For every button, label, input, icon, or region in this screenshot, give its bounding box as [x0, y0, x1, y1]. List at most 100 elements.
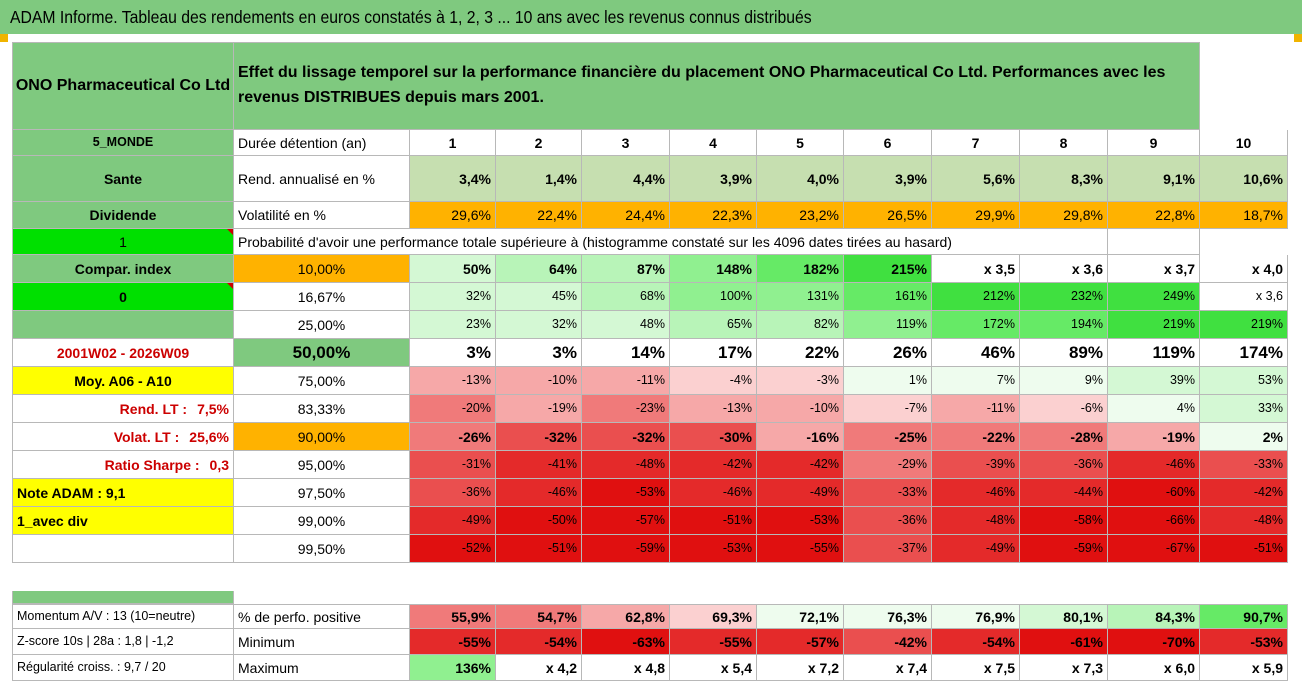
duration-header: 10 — [1200, 130, 1288, 156]
quantile-value: -42% — [757, 451, 844, 479]
positive-performance-value: 84,3% — [1108, 604, 1200, 629]
duration-label: Durée détention (an) — [234, 130, 410, 156]
quantile-value: -32% — [496, 423, 582, 451]
stat-value: 7,5% — [197, 400, 229, 417]
minimum-value: -70% — [1108, 629, 1200, 655]
report-title: ADAM Informe. Tableau des rendements en … — [10, 7, 812, 27]
maximum-value: x 6,0 — [1108, 655, 1200, 681]
minimum-value: -55% — [670, 629, 757, 655]
annual-return-value: 10,6% — [1200, 156, 1288, 202]
positive-performance-value: 69,3% — [670, 604, 757, 629]
annual-return-value: 8,3% — [1020, 156, 1108, 202]
quantile-value: 148% — [670, 255, 757, 283]
quantile-value: 232% — [1020, 283, 1108, 311]
regularity-label: Régularité croiss. : 9,7 / 20 — [12, 655, 234, 681]
company-name: ONO Pharmaceutical Co Ltd — [12, 42, 234, 130]
quantile-value: -33% — [844, 479, 932, 507]
maximum-value: x 7,4 — [844, 655, 932, 681]
quantile-label: 99,50% — [234, 535, 410, 563]
quantile-value: -22% — [932, 423, 1020, 451]
quantile-value: 9% — [1020, 367, 1108, 395]
quantile-value: -11% — [582, 367, 670, 395]
quantile-value: -53% — [670, 535, 757, 563]
quantile-value: -48% — [582, 451, 670, 479]
quantile-value: -58% — [1020, 507, 1108, 535]
zscore-label: Z-score 10s | 28a : 1,8 | -1,2 — [12, 629, 234, 655]
minimum-value: -63% — [582, 629, 670, 655]
quantile-label: 25,00% — [234, 311, 410, 339]
quantile-value: -49% — [932, 535, 1020, 563]
quantile-value: 87% — [582, 255, 670, 283]
quantile-value: 3% — [496, 339, 582, 367]
dividend-mode: 1_avec div — [12, 507, 234, 535]
quantile-value: -33% — [1200, 451, 1288, 479]
quantile-value: -46% — [670, 479, 757, 507]
duration-header: 2 — [496, 130, 582, 156]
quantile-value: -11% — [932, 395, 1020, 423]
positive-performance-value: 76,3% — [844, 604, 932, 629]
quantile-value: -50% — [496, 507, 582, 535]
comment-flag — [227, 283, 233, 289]
quantile-value: -59% — [1020, 535, 1108, 563]
quantile-value: -39% — [932, 451, 1020, 479]
quantile-value: -51% — [1200, 535, 1288, 563]
quantile-value: -3% — [757, 367, 844, 395]
annual-return-value: 3,9% — [670, 156, 757, 202]
positive-performance-value: 76,9% — [932, 604, 1020, 629]
annual-return-label: Rend. annualisé en % — [234, 156, 410, 202]
annual-return-value: 3,4% — [410, 156, 496, 202]
quantile-value: -59% — [582, 535, 670, 563]
volatility-value: 29,9% — [932, 202, 1020, 229]
quantile-value: -46% — [932, 479, 1020, 507]
volatility-value: 23,2% — [757, 202, 844, 229]
quantile-value: -44% — [1020, 479, 1108, 507]
quantile-value: 1% — [844, 367, 932, 395]
corner-marker — [1294, 34, 1302, 42]
quantile-value: -13% — [410, 367, 496, 395]
annual-return-value: 3,9% — [844, 156, 932, 202]
type-label: Dividende — [12, 202, 234, 229]
quantile-value: -4% — [670, 367, 757, 395]
annual-return-value: 5,6% — [932, 156, 1020, 202]
flag-zero: 0 — [12, 283, 234, 311]
quantile-value: 68% — [582, 283, 670, 311]
quantile-value: -26% — [410, 423, 496, 451]
quantile-value: 50% — [410, 255, 496, 283]
maximum-value: 136% — [410, 655, 496, 681]
minimum-value: -42% — [844, 629, 932, 655]
quantile-value: -6% — [1020, 395, 1108, 423]
flag-one: 1 — [12, 229, 234, 255]
table-description: Effet du lissage temporel sur la perform… — [234, 42, 1200, 130]
long-term-return: Rend. LT : 7,5% — [12, 395, 234, 423]
volatility-value: 18,7% — [1200, 202, 1288, 229]
quantile-value: 2% — [1200, 423, 1288, 451]
adam-note: Note ADAM : 9,1 — [12, 479, 234, 507]
duration-header: 3 — [582, 130, 670, 156]
quantile-value: x 3,6 — [1200, 283, 1288, 311]
quantile-value: 3% — [410, 339, 496, 367]
quantile-value: 22% — [757, 339, 844, 367]
quantile-value: -52% — [410, 535, 496, 563]
minimum-value: -53% — [1200, 629, 1288, 655]
quantile-value: x 3,7 — [1108, 255, 1200, 283]
quantile-value: -10% — [496, 367, 582, 395]
quantile-value: -37% — [844, 535, 932, 563]
volatility-value: 24,4% — [582, 202, 670, 229]
momentum-label: Momentum A/V : 13 (10=neutre) — [12, 604, 234, 629]
volatility-label: Volatilité en % — [234, 202, 410, 229]
quantile-label: 90,00% — [234, 423, 410, 451]
quantile-value: -23% — [582, 395, 670, 423]
volatility-value: 22,4% — [496, 202, 582, 229]
long-term-volatility: Volat. LT : 25,6% — [12, 423, 234, 451]
volatility-value: 29,8% — [1020, 202, 1108, 229]
average-label: Moy. A06 - A10 — [12, 367, 234, 395]
quantile-value: -57% — [582, 507, 670, 535]
stat-label: Volat. LT : — [113, 428, 180, 445]
minimum-value: -54% — [496, 629, 582, 655]
quantile-value: 212% — [932, 283, 1020, 311]
quantile-label: 50,00% — [234, 339, 410, 367]
quantile-value: -10% — [757, 395, 844, 423]
quantile-value: -66% — [1108, 507, 1200, 535]
quantile-value: 64% — [496, 255, 582, 283]
